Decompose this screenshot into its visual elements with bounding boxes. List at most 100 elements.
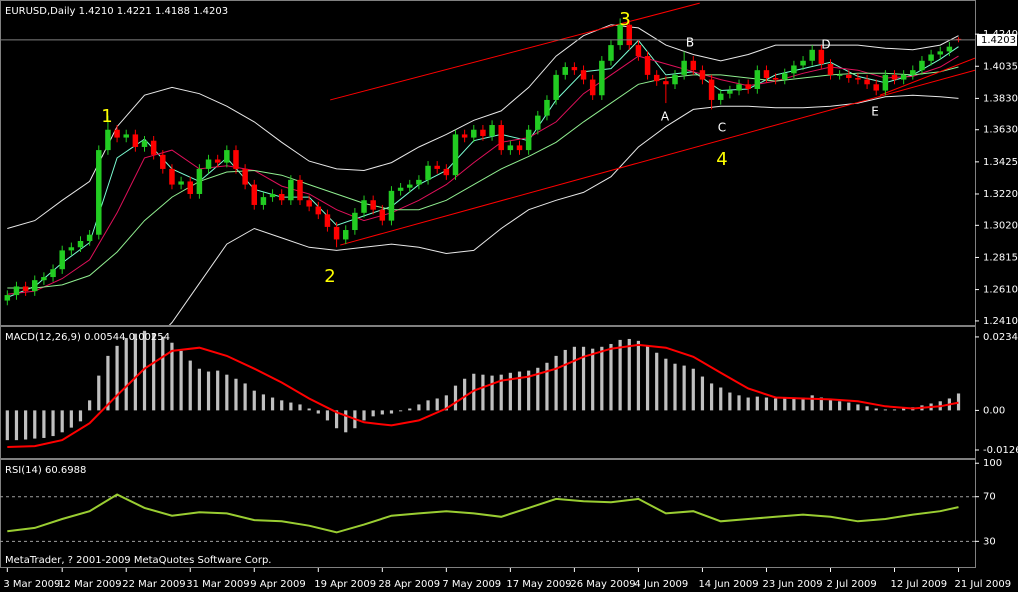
macd-bar	[417, 404, 421, 411]
candle-body	[461, 134, 468, 138]
candle-body	[397, 187, 404, 191]
macd-bar	[14, 410, 19, 441]
y-tick-label: -0.01265	[983, 445, 1018, 456]
x-tick-label: 22 Mar 2009	[122, 579, 185, 590]
candle-body	[187, 181, 193, 194]
trendline	[330, 2, 700, 101]
macd-bar	[591, 348, 595, 411]
pane	[0, 493, 975, 542]
macd-bar	[508, 372, 512, 411]
macd-bar	[188, 360, 192, 411]
macd-bar	[828, 399, 833, 411]
pane-title: EURUSD,Daily 1.4210 1.4221 1.4188 1.4203	[5, 6, 228, 17]
candle-body	[169, 168, 175, 185]
candle-body	[599, 60, 605, 96]
candle-body	[891, 74, 898, 80]
wave-label: C	[718, 121, 726, 135]
candle-body	[745, 84, 751, 89]
macd-bar	[170, 342, 174, 411]
candle-body	[288, 179, 294, 201]
candle-body	[653, 74, 660, 82]
macd-bar	[307, 408, 311, 411]
x-tick-label: 2 Jul 2009	[826, 579, 876, 590]
macd-bar	[408, 408, 412, 411]
candle-body	[498, 125, 504, 151]
candle-body	[260, 197, 267, 205]
candle-body	[242, 168, 248, 185]
macd-bar	[636, 340, 641, 411]
macd-bar	[655, 352, 659, 411]
candle-body	[818, 49, 825, 64]
macd-bar	[362, 410, 366, 421]
macd-bar	[472, 373, 476, 411]
indicator-line	[7, 343, 959, 448]
candle-body	[900, 74, 907, 80]
candle-body	[544, 99, 550, 116]
pane-title: MACD(12,26,9) 0.00544 0.00254	[5, 332, 170, 343]
footer: MetaTrader, ? 2001-2009 MetaQuotes Softw…	[5, 555, 271, 566]
y-tick-label: 1.3425	[983, 157, 1018, 168]
macd-bar	[179, 350, 183, 411]
candle-body	[763, 70, 770, 79]
macd-bar	[216, 370, 220, 411]
macd-bar	[856, 404, 860, 411]
wave-label: 3	[619, 9, 630, 30]
candle-body	[608, 45, 614, 61]
candle-body	[324, 214, 331, 227]
candle-body	[937, 51, 943, 55]
wave-label: 2	[324, 266, 335, 287]
pane-title: RSI(14) 60.6988	[5, 465, 86, 476]
candle-body	[416, 179, 422, 185]
y-tick-label: 1.2610	[983, 285, 1018, 296]
y-tick-label: 1.3220	[983, 189, 1018, 200]
candle-body	[480, 129, 486, 136]
indicator-line	[7, 39, 959, 298]
macd-bar	[234, 378, 238, 411]
macd-bar	[24, 410, 28, 440]
macd-bar	[645, 345, 650, 411]
candle-body	[663, 81, 669, 85]
indicator-line	[7, 55, 959, 295]
wave-label: 4	[716, 149, 727, 170]
macd-bar	[572, 346, 576, 411]
candle-body	[919, 60, 925, 71]
candle-body	[297, 179, 303, 201]
candle-body	[635, 45, 642, 57]
candle-body	[754, 70, 761, 89]
y-tick-label: 0.02345	[983, 332, 1018, 343]
candle-body	[278, 193, 285, 201]
macd-bar	[481, 374, 485, 411]
macd-bar	[581, 346, 586, 411]
x-tick-label: 3 Mar 2009	[3, 579, 60, 590]
last-price-label: 1.4203	[981, 35, 1016, 46]
candle-body	[772, 78, 779, 80]
macd-bar	[334, 410, 339, 429]
candle-body	[132, 134, 139, 147]
macd-bar	[133, 333, 137, 411]
macd-bar	[435, 398, 439, 411]
candle-body	[379, 209, 386, 221]
macd-bar	[325, 410, 330, 421]
macd-bar	[78, 410, 83, 422]
candle-body	[589, 79, 596, 96]
candle-body	[827, 63, 834, 75]
macd-bar	[728, 392, 732, 411]
y-tick-label: 100	[983, 458, 1002, 469]
macd-bar	[956, 393, 961, 411]
candle-body	[864, 79, 870, 85]
macd-bar	[783, 397, 787, 411]
candle-body	[525, 129, 532, 151]
candle-body	[644, 56, 651, 75]
wave-label: E	[871, 105, 879, 119]
candle-body	[727, 90, 733, 94]
macd-bar	[161, 336, 165, 411]
x-tick-label: 23 Jun 2009	[762, 579, 822, 590]
macd-bar	[261, 394, 266, 411]
macd-bar	[51, 410, 55, 437]
candle-body	[123, 134, 129, 138]
candle-body	[361, 200, 367, 213]
candle-body	[205, 159, 212, 169]
wave-label: A	[661, 110, 670, 124]
candle-body	[681, 60, 687, 75]
